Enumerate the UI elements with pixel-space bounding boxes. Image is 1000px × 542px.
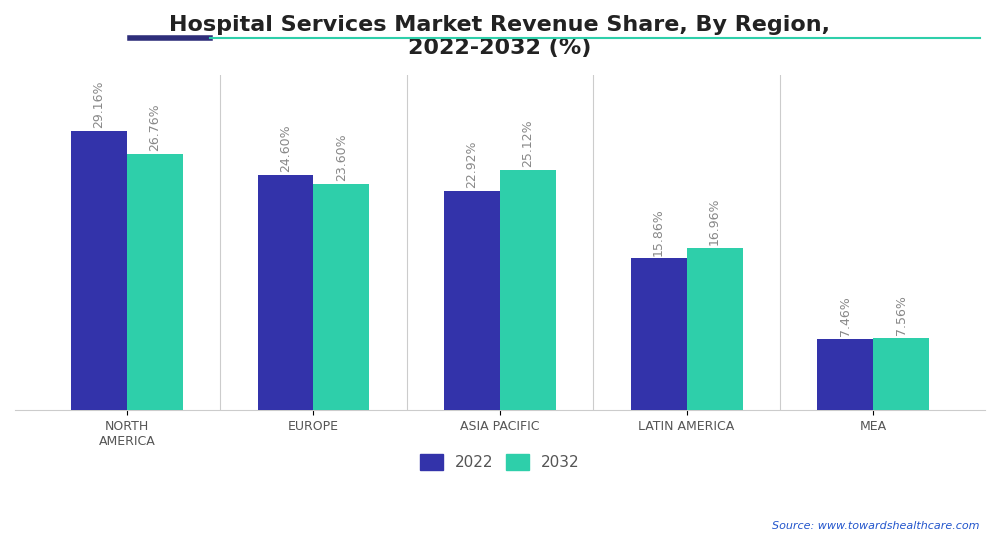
Bar (127, 154, 183, 410)
Text: 7.46%: 7.46% (839, 296, 852, 336)
Bar (444, 191, 500, 410)
Text: 7.56%: 7.56% (895, 295, 908, 335)
Bar (258, 175, 313, 410)
Bar (687, 248, 742, 410)
Text: 22.92%: 22.92% (466, 140, 479, 188)
Text: 15.86%: 15.86% (652, 208, 665, 255)
Legend: 2022, 2032: 2022, 2032 (414, 448, 586, 476)
Text: 24.60%: 24.60% (279, 124, 292, 172)
Text: 26.76%: 26.76% (148, 104, 161, 151)
Text: 29.16%: 29.16% (92, 81, 105, 128)
Bar (500, 170, 556, 410)
Bar (631, 259, 687, 410)
Text: Source: www.towardshealthcare.com: Source: www.towardshealthcare.com (772, 521, 980, 531)
Bar (71, 131, 127, 410)
Title: Hospital Services Market Revenue Share, By Region,
2022-2032 (%): Hospital Services Market Revenue Share, … (169, 15, 830, 58)
Text: 25.12%: 25.12% (521, 119, 534, 167)
Bar (817, 339, 873, 410)
Bar (873, 338, 929, 410)
Text: 23.60%: 23.60% (335, 134, 348, 182)
Text: 16.96%: 16.96% (708, 197, 721, 245)
Bar (313, 184, 369, 410)
